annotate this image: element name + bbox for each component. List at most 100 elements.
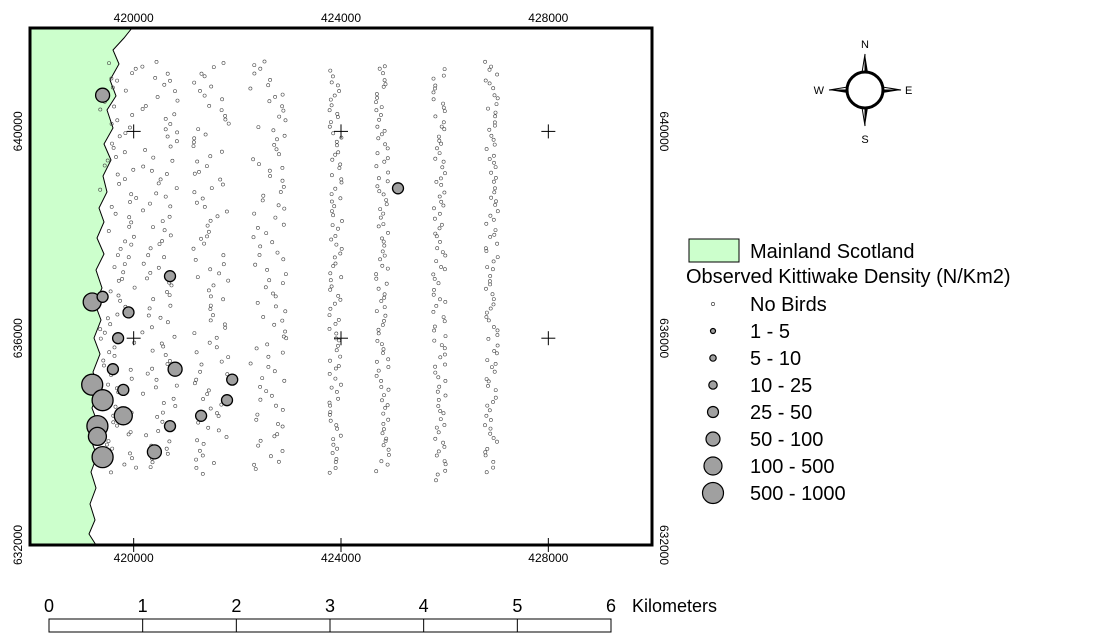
no-bird-point bbox=[491, 259, 496, 264]
legend-symbol bbox=[711, 302, 715, 306]
no-bird-point bbox=[98, 327, 103, 332]
no-bird-point bbox=[143, 148, 148, 152]
no-bird-point bbox=[109, 470, 113, 475]
no-bird-point bbox=[484, 315, 489, 319]
legend-mainland-label: Mainland Scotland bbox=[750, 241, 915, 263]
grid-cross bbox=[126, 538, 141, 552]
no-bird-point bbox=[336, 293, 341, 298]
no-bird-point bbox=[331, 442, 336, 447]
legend: Mainland Scotland Observed Kittiwake Den… bbox=[686, 238, 1011, 505]
no-bird-point bbox=[492, 190, 497, 195]
no-bird-point bbox=[205, 223, 210, 228]
no-bird-point bbox=[280, 449, 285, 453]
no-bird-point bbox=[123, 131, 128, 136]
no-bird-point bbox=[338, 196, 343, 201]
no-bird-point bbox=[334, 389, 339, 394]
no-bird-point bbox=[376, 136, 381, 141]
kittiwake-observation bbox=[113, 406, 133, 426]
legend-class-label: No Birds bbox=[750, 294, 827, 316]
no-bird-point bbox=[258, 438, 263, 443]
no-bird-point bbox=[266, 83, 271, 88]
no-bird-point bbox=[163, 117, 168, 121]
no-bird-point bbox=[382, 305, 387, 310]
no-bird-point bbox=[329, 192, 334, 197]
no-bird-point bbox=[386, 447, 391, 452]
no-bird-point bbox=[224, 209, 229, 214]
no-bird-point bbox=[491, 137, 496, 142]
no-bird-point bbox=[333, 321, 338, 326]
no-bird-point bbox=[438, 417, 443, 422]
no-bird-point bbox=[338, 297, 343, 302]
no-bird-point bbox=[167, 439, 172, 444]
kittiwake-observation bbox=[391, 182, 405, 195]
no-bird-point bbox=[253, 262, 258, 267]
no-bird-point bbox=[260, 376, 265, 381]
kittiwake-observation bbox=[194, 409, 208, 422]
no-bird-point bbox=[169, 283, 174, 288]
no-bird-point bbox=[102, 363, 106, 368]
no-bird-point bbox=[141, 164, 146, 169]
no-bird-point bbox=[381, 421, 386, 426]
no-bird-point bbox=[118, 298, 123, 303]
legend-class-label: 500 - 1000 bbox=[750, 483, 846, 505]
no-bird-point bbox=[141, 391, 145, 396]
no-bird-point bbox=[148, 246, 153, 251]
kittiwake-observation bbox=[94, 87, 111, 103]
no-bird-point bbox=[443, 253, 448, 258]
no-bird-point bbox=[197, 448, 202, 453]
no-bird-point bbox=[382, 78, 387, 83]
no-bird-point bbox=[283, 309, 288, 314]
no-bird-point bbox=[206, 388, 211, 393]
no-bird-point bbox=[331, 131, 336, 136]
no-bird-point bbox=[98, 107, 103, 112]
no-bird-point bbox=[488, 234, 493, 239]
no-bird-point bbox=[382, 243, 387, 248]
no-bird-point bbox=[491, 436, 496, 440]
no-bird-point bbox=[486, 336, 491, 341]
no-bird-point bbox=[205, 234, 209, 239]
no-bird-point bbox=[378, 215, 383, 220]
no-bird-point bbox=[333, 466, 338, 470]
no-bird-point bbox=[211, 461, 216, 465]
no-bird-point bbox=[267, 168, 272, 173]
no-bird-point bbox=[436, 375, 441, 380]
no-bird-point bbox=[336, 317, 341, 322]
x-tick-label-bottom: 420000 bbox=[114, 551, 154, 565]
legend-symbol bbox=[701, 481, 725, 505]
no-bird-point bbox=[120, 276, 125, 281]
no-bird-point bbox=[226, 355, 231, 360]
no-bird-point bbox=[209, 186, 214, 191]
no-bird-point bbox=[113, 211, 118, 216]
no-bird-point bbox=[437, 194, 442, 199]
no-bird-point bbox=[374, 469, 379, 474]
no-bird-point bbox=[328, 306, 333, 311]
no-bird-point bbox=[194, 350, 199, 355]
no-bird-point bbox=[208, 406, 213, 411]
no-bird-point bbox=[493, 395, 498, 400]
no-bird-point bbox=[438, 297, 442, 302]
no-bird-point bbox=[167, 214, 172, 219]
no-bird-point bbox=[441, 73, 446, 78]
scale-bar: 0 1 2 3 4 5 6 Kilometers bbox=[44, 596, 717, 633]
no-bird-point bbox=[168, 144, 173, 149]
no-bird-point bbox=[339, 275, 344, 280]
no-bird-point bbox=[327, 313, 332, 318]
no-bird-point bbox=[161, 401, 166, 405]
no-bird-point bbox=[145, 371, 150, 376]
no-bird-point bbox=[199, 236, 203, 241]
no-bird-point bbox=[128, 451, 132, 456]
no-bird-point bbox=[435, 246, 440, 251]
no-bird-point bbox=[443, 171, 447, 176]
no-bird-point bbox=[436, 134, 441, 139]
no-bird-point bbox=[487, 81, 492, 86]
no-bird-point bbox=[380, 263, 385, 268]
no-bird-point bbox=[144, 433, 149, 438]
no-bird-point bbox=[376, 286, 381, 291]
no-bird-point bbox=[165, 451, 170, 456]
no-bird-point bbox=[327, 124, 332, 129]
no-bird-point bbox=[336, 396, 341, 401]
no-bird-point bbox=[158, 177, 163, 182]
no-bird-point bbox=[338, 354, 343, 359]
no-bird-point bbox=[273, 215, 278, 220]
no-bird-point bbox=[172, 334, 177, 339]
